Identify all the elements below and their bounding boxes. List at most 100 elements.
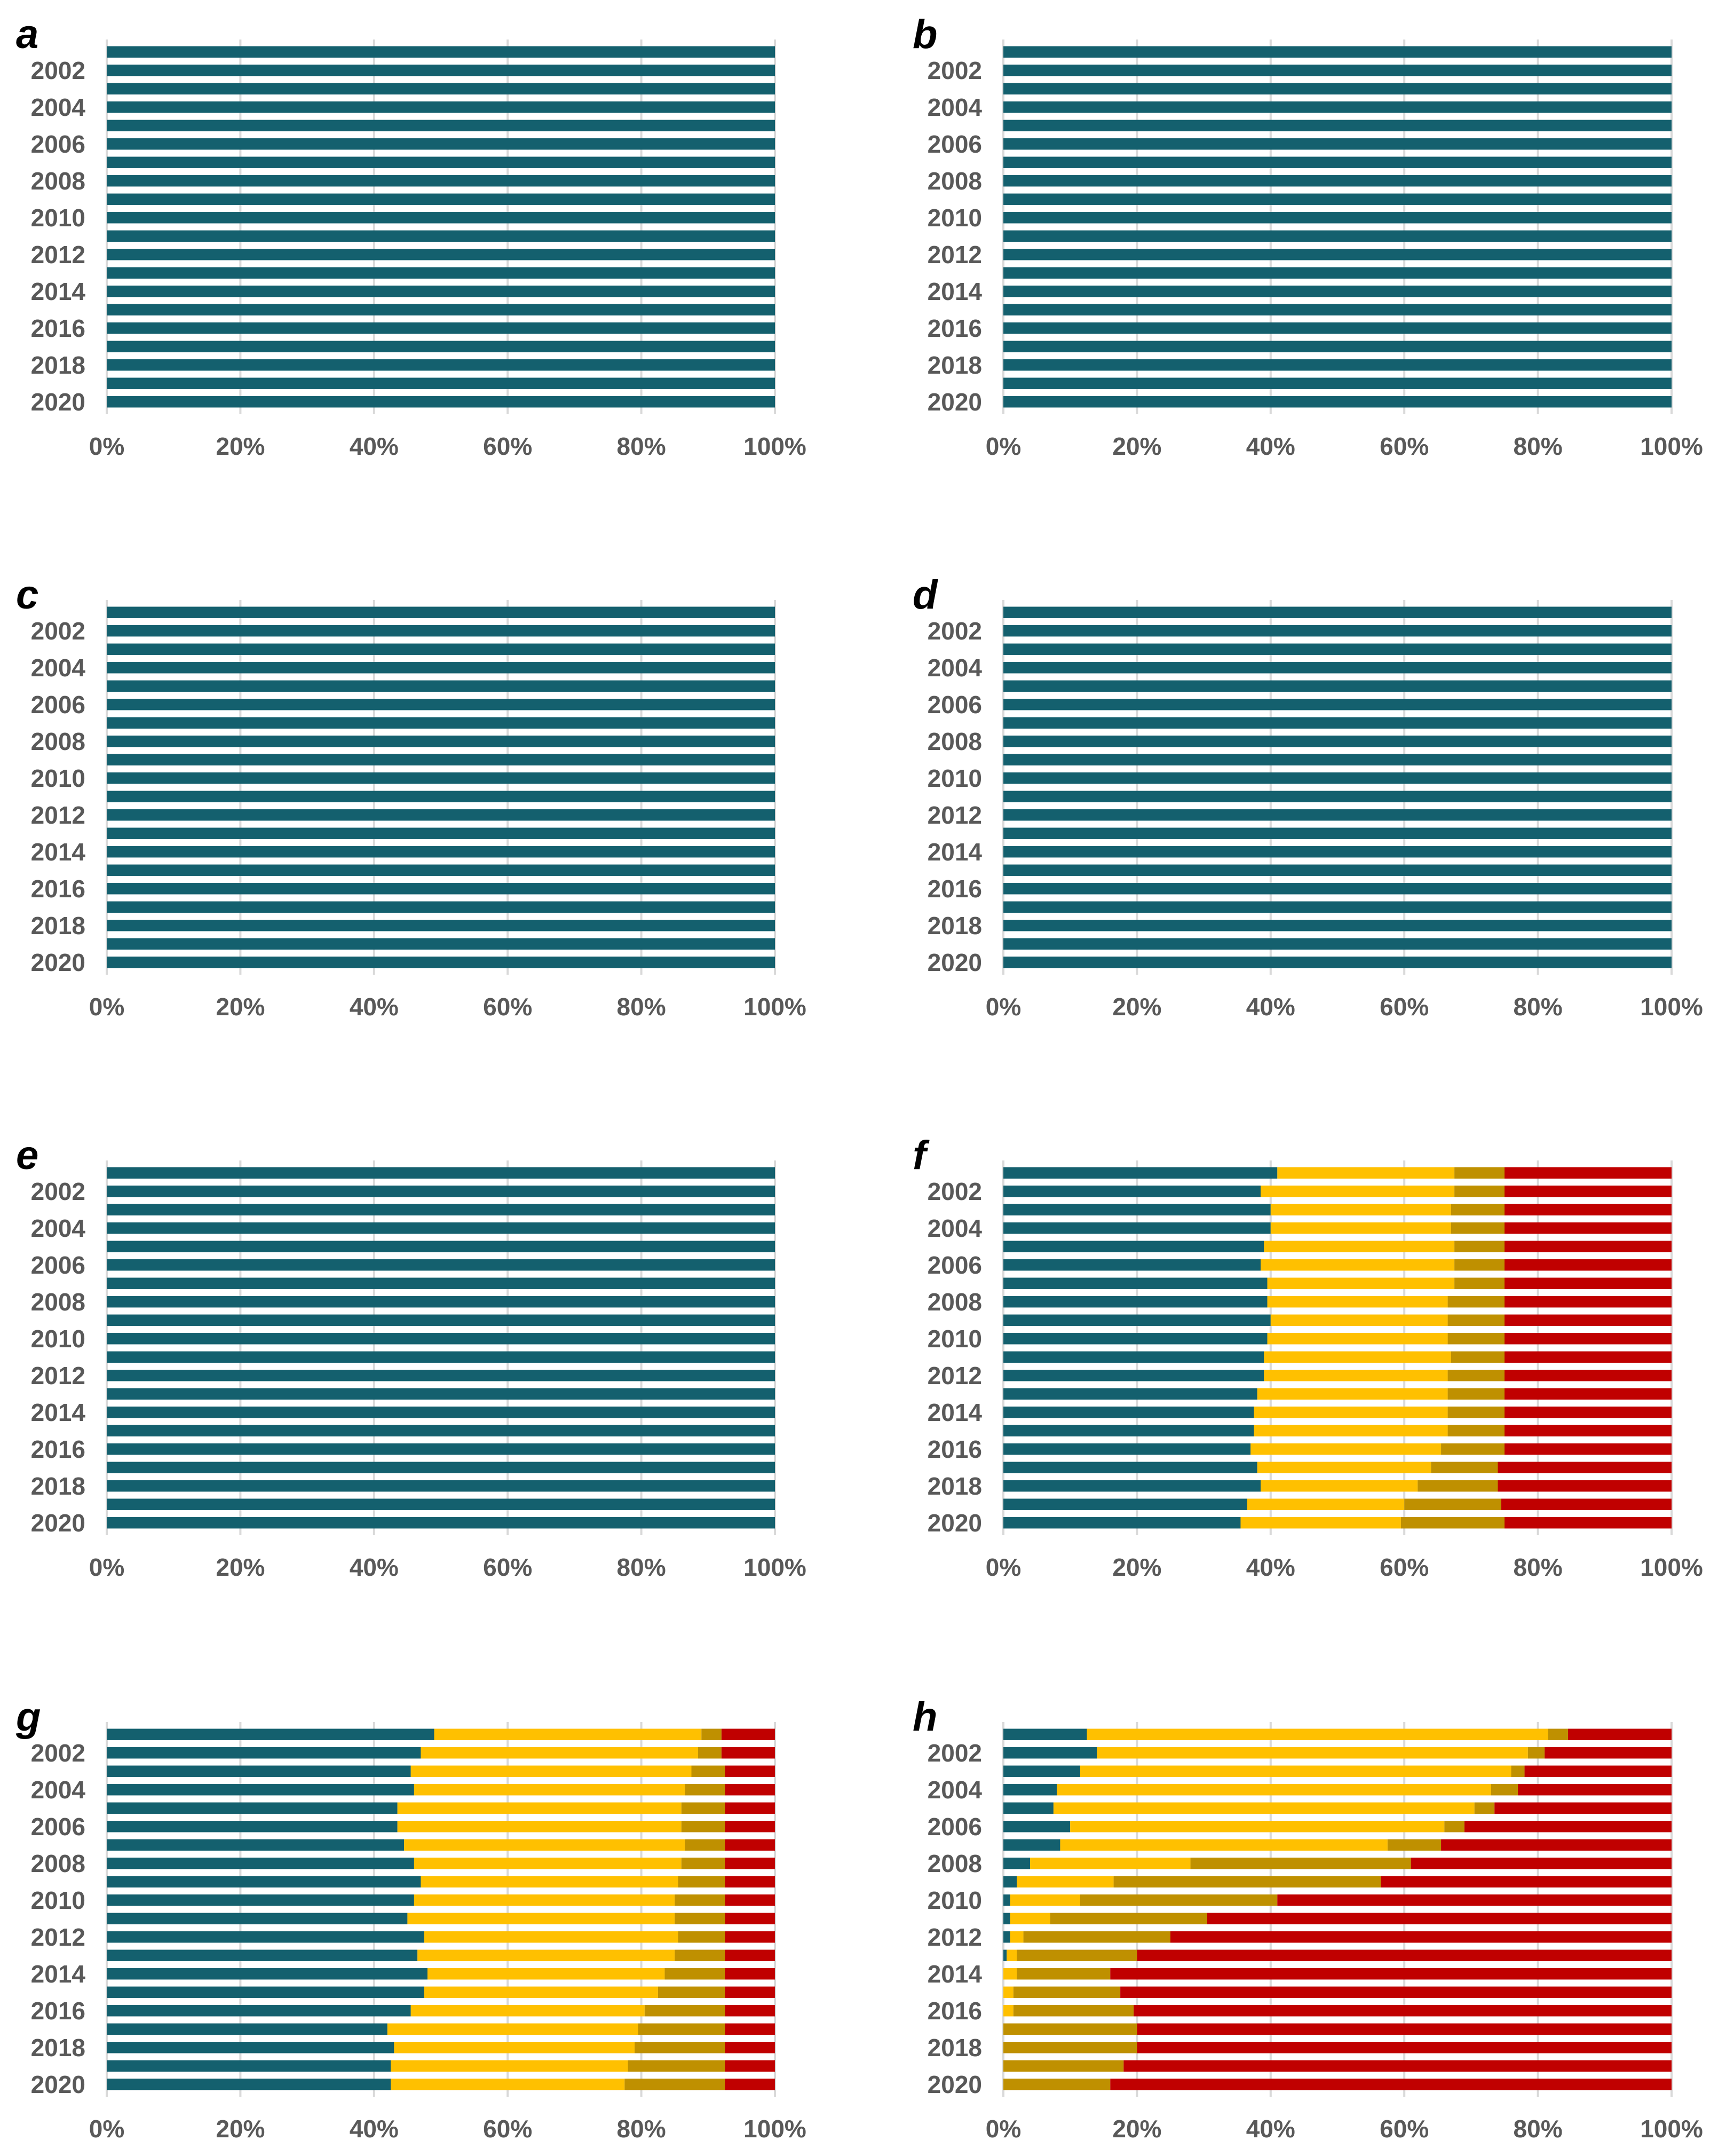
bar-2019-series-4 — [725, 2060, 775, 2072]
y-tick-label: 2006 — [31, 691, 85, 718]
bar-2019-series-1 — [107, 938, 775, 950]
bar-2020-series-2 — [391, 2079, 625, 2090]
bar-2002-series-4 — [1505, 1186, 1672, 1197]
bar-2005-series-4 — [1494, 1802, 1672, 1814]
bar-2019-series-4 — [1501, 1498, 1672, 1510]
bar-2012-series-1 — [1003, 249, 1672, 260]
bar-2017-series-3 — [1431, 1462, 1498, 1473]
bar-2001-series-1 — [107, 1728, 434, 1740]
y-tick-label: 2008 — [928, 728, 982, 755]
bar-2010-series-1 — [1003, 772, 1672, 784]
x-tick-label: 0% — [89, 432, 124, 460]
bar-2006-series-4 — [1464, 1821, 1672, 1833]
bar-2008-series-1 — [1003, 736, 1672, 747]
bar-2016-series-1 — [107, 2005, 411, 2017]
bar-2011-series-1 — [1003, 230, 1672, 242]
bar-2017-series-3 — [1003, 2023, 1137, 2035]
bar-2010-series-1 — [1003, 1333, 1268, 1345]
bar-2007-series-3 — [684, 1839, 725, 1851]
y-tick-label: 2004 — [928, 1776, 983, 1804]
y-tick-label: 2004 — [928, 1214, 983, 1242]
bar-2001-series-4 — [1505, 1167, 1672, 1179]
bar-2014-series-4 — [725, 1968, 775, 1980]
y-tick-label: 2008 — [31, 1288, 85, 1316]
y-tick-label: 2010 — [928, 1886, 982, 1914]
bar-2017-series-1 — [1003, 901, 1672, 913]
x-tick-label: 80% — [1514, 993, 1563, 1021]
y-tick-label: 2014 — [31, 1399, 86, 1426]
y-tick-label: 2014 — [928, 1960, 983, 1988]
bar-2004-series-1 — [107, 1222, 775, 1234]
bar-2007-series-1 — [1003, 1277, 1268, 1289]
bar-2003-series-4 — [725, 1765, 775, 1777]
y-tick-label: 2012 — [928, 1362, 982, 1389]
y-tick-label: 2020 — [31, 388, 85, 416]
y-tick-label: 2014 — [31, 278, 86, 305]
x-tick-label: 0% — [89, 1553, 124, 1581]
bar-2004-series-2 — [1270, 1222, 1451, 1234]
x-tick-label: 100% — [1640, 1553, 1703, 1581]
bar-2012-series-3 — [1447, 1370, 1505, 1381]
bar-2003-series-1 — [1003, 1765, 1080, 1777]
bar-2013-series-1 — [107, 1949, 418, 1961]
bar-2017-series-1 — [107, 1462, 775, 1473]
x-tick-label: 40% — [1246, 993, 1295, 1021]
bar-2016-series-2 — [410, 2005, 645, 2017]
panel-letter: f — [913, 1133, 930, 1178]
bar-2018-series-4 — [1498, 1480, 1672, 1492]
bar-2013-series-1 — [1003, 827, 1672, 839]
bar-2020-series-3 — [624, 2079, 725, 2090]
bar-2006-series-3 — [1454, 1259, 1505, 1271]
bar-2011-series-1 — [107, 230, 775, 242]
bar-2019-series-2 — [391, 2060, 628, 2072]
bar-2004-series-4 — [1505, 1222, 1672, 1234]
x-tick-label: 60% — [483, 993, 532, 1021]
bar-2010-series-1 — [1003, 1894, 1010, 1906]
bar-2013-series-3 — [1017, 1949, 1137, 1961]
bar-2009-series-3 — [1113, 1876, 1381, 1888]
bar-2008-series-1 — [107, 1296, 775, 1308]
bar-2009-series-1 — [1003, 754, 1672, 765]
bar-2005-series-1 — [1003, 1241, 1264, 1252]
bar-2013-series-4 — [725, 1949, 775, 1961]
y-tick-label: 2010 — [31, 1886, 85, 1914]
bar-2001-series-3 — [1548, 1728, 1568, 1740]
bar-2016-series-4 — [1134, 2005, 1672, 2017]
bar-2003-series-3 — [691, 1765, 725, 1777]
bar-2015-series-1 — [1003, 304, 1672, 315]
bar-2005-series-2 — [1264, 1241, 1455, 1252]
y-tick-label: 2018 — [928, 912, 982, 939]
y-tick-label: 2020 — [928, 1509, 982, 1537]
bar-2018-series-1 — [1003, 1480, 1261, 1492]
bar-2020-series-1 — [1003, 957, 1672, 968]
bar-2013-series-1 — [107, 267, 775, 279]
bar-2009-series-1 — [107, 1314, 775, 1326]
bar-2015-series-1 — [107, 1425, 775, 1436]
bar-2003-series-1 — [1003, 643, 1672, 655]
bar-2006-series-1 — [107, 138, 775, 150]
bar-2005-series-3 — [681, 1802, 725, 1814]
bar-2002-series-1 — [107, 1186, 775, 1197]
y-tick-label: 2012 — [31, 241, 85, 268]
bar-2020-series-1 — [107, 2079, 391, 2090]
bar-2016-series-1 — [1003, 883, 1672, 895]
bar-2013-series-2 — [417, 1949, 675, 1961]
x-tick-label: 100% — [743, 432, 806, 460]
bar-2015-series-1 — [1003, 864, 1672, 876]
x-tick-label: 20% — [216, 2115, 265, 2143]
bar-2004-series-3 — [684, 1784, 725, 1796]
bar-2013-series-1 — [107, 827, 775, 839]
bar-2015-series-1 — [107, 864, 775, 876]
bar-2017-series-2 — [387, 2023, 638, 2035]
bar-2017-series-4 — [1137, 2023, 1672, 2035]
bar-2003-series-2 — [410, 1765, 692, 1777]
y-tick-label: 2020 — [928, 388, 982, 416]
bar-2005-series-1 — [107, 680, 775, 692]
y-tick-label: 2014 — [928, 838, 983, 866]
bar-2009-series-2 — [1017, 1876, 1114, 1888]
x-tick-label: 40% — [350, 432, 399, 460]
bar-2016-series-2 — [1003, 2005, 1014, 2017]
